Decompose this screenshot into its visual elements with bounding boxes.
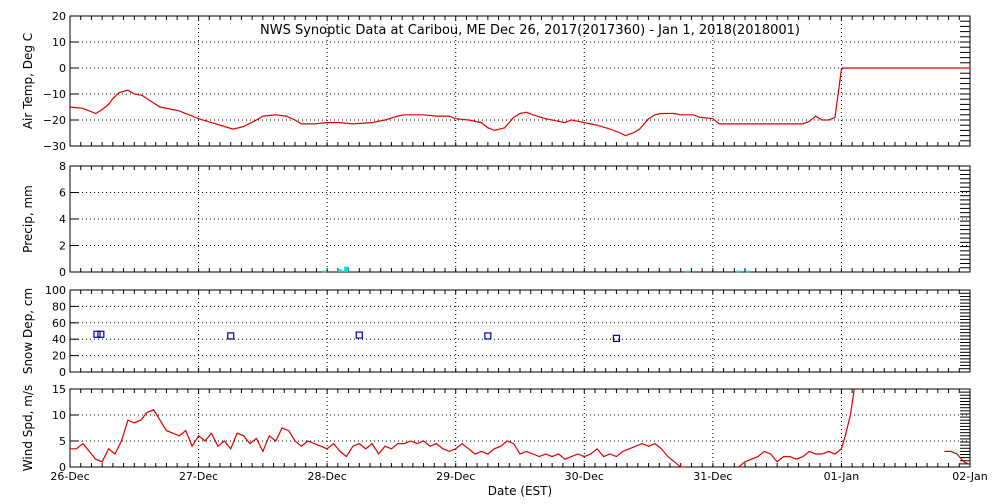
x-tick-label: 27-Dec [179,470,218,483]
panel-frame [69,165,971,273]
precip-bar [322,270,327,273]
panel-snow-depth: 0 20 40 60 80 100 Snow Dep, cm [21,284,971,379]
y-axis-label: Snow Dep, cm [21,288,35,374]
y-tick-label: 6 [59,187,66,200]
y-axis-label: Precip, mm [21,185,35,253]
y-tick-label: −30 [43,140,66,153]
panel-frame [69,388,971,468]
x-tick-label: 26-Dec [50,470,89,483]
panel-wind-speed: 0 5 10 15 Wind Spd, m/s [21,383,971,474]
series-line [70,409,688,468]
y-tick-label: 100 [45,284,66,297]
y-tick-label: 15 [52,383,66,396]
y-tick-label: 5 [59,435,66,448]
y-tick-label: 0 [59,461,66,474]
precip-bar [745,270,750,273]
x-tick-label: 31-Dec [693,470,732,483]
y-tick-label: 10 [52,409,66,422]
y-axis-label: Air Temp, Deg C [21,33,35,129]
precip-bar [344,266,349,272]
x-tick-label: 28-Dec [308,470,347,483]
snow-depth-point [612,334,621,342]
y-tick-label: 20 [52,350,66,363]
y-tick-label: −10 [43,88,66,101]
y-tick-label: 0 [59,366,66,379]
snow-depth-point [97,330,105,338]
x-axis-label: Date (EST) [488,484,552,498]
snow-depth-point [484,332,492,340]
precip-bar [736,270,741,273]
y-axis-label: Wind Spd, m/s [21,385,35,471]
snow-depth-point [227,332,235,340]
y-tick-label: 8 [59,160,66,173]
series-line [69,67,970,137]
x-tick-label: 02-Jan [952,470,988,483]
y-tick-label: 0 [59,62,66,75]
panel-frame [69,289,971,373]
precip-bar [684,270,690,273]
snow-depth-point [355,331,363,339]
y-tick-label: 80 [52,300,66,313]
y-tick-label: 0 [59,266,66,279]
y-tick-label: 10 [52,36,66,49]
series-line [738,388,855,468]
snow-depth-point [93,330,101,338]
y-tick-label: 2 [59,240,66,253]
panel-precip: 0 2 4 6 8 Precip, mm [21,160,971,279]
y-tick-label: 60 [52,317,66,330]
y-tick-label: 20 [52,10,66,23]
y-tick-label: 4 [59,213,66,226]
x-tick-label: 29-Dec [436,470,475,483]
precip-bar [337,269,343,272]
x-tick-label: 01-Jan [824,470,860,483]
x-tick-label: 30-Dec [565,470,604,483]
panel-frame [69,15,971,147]
series-line [944,450,971,465]
y-tick-label: −20 [43,114,66,127]
panels-layer: −30 −20 −10 0 10 20 Air Temp, Deg C 0 2 4 6 8 Precip… [21,10,988,483]
y-tick-label: 40 [52,333,66,346]
chart-title: NWS Synoptic Data at Caribou, ME Dec 26,… [260,23,800,38]
panel-air-temp: −30 −20 −10 0 10 20 Air Temp, Deg C [21,10,971,153]
